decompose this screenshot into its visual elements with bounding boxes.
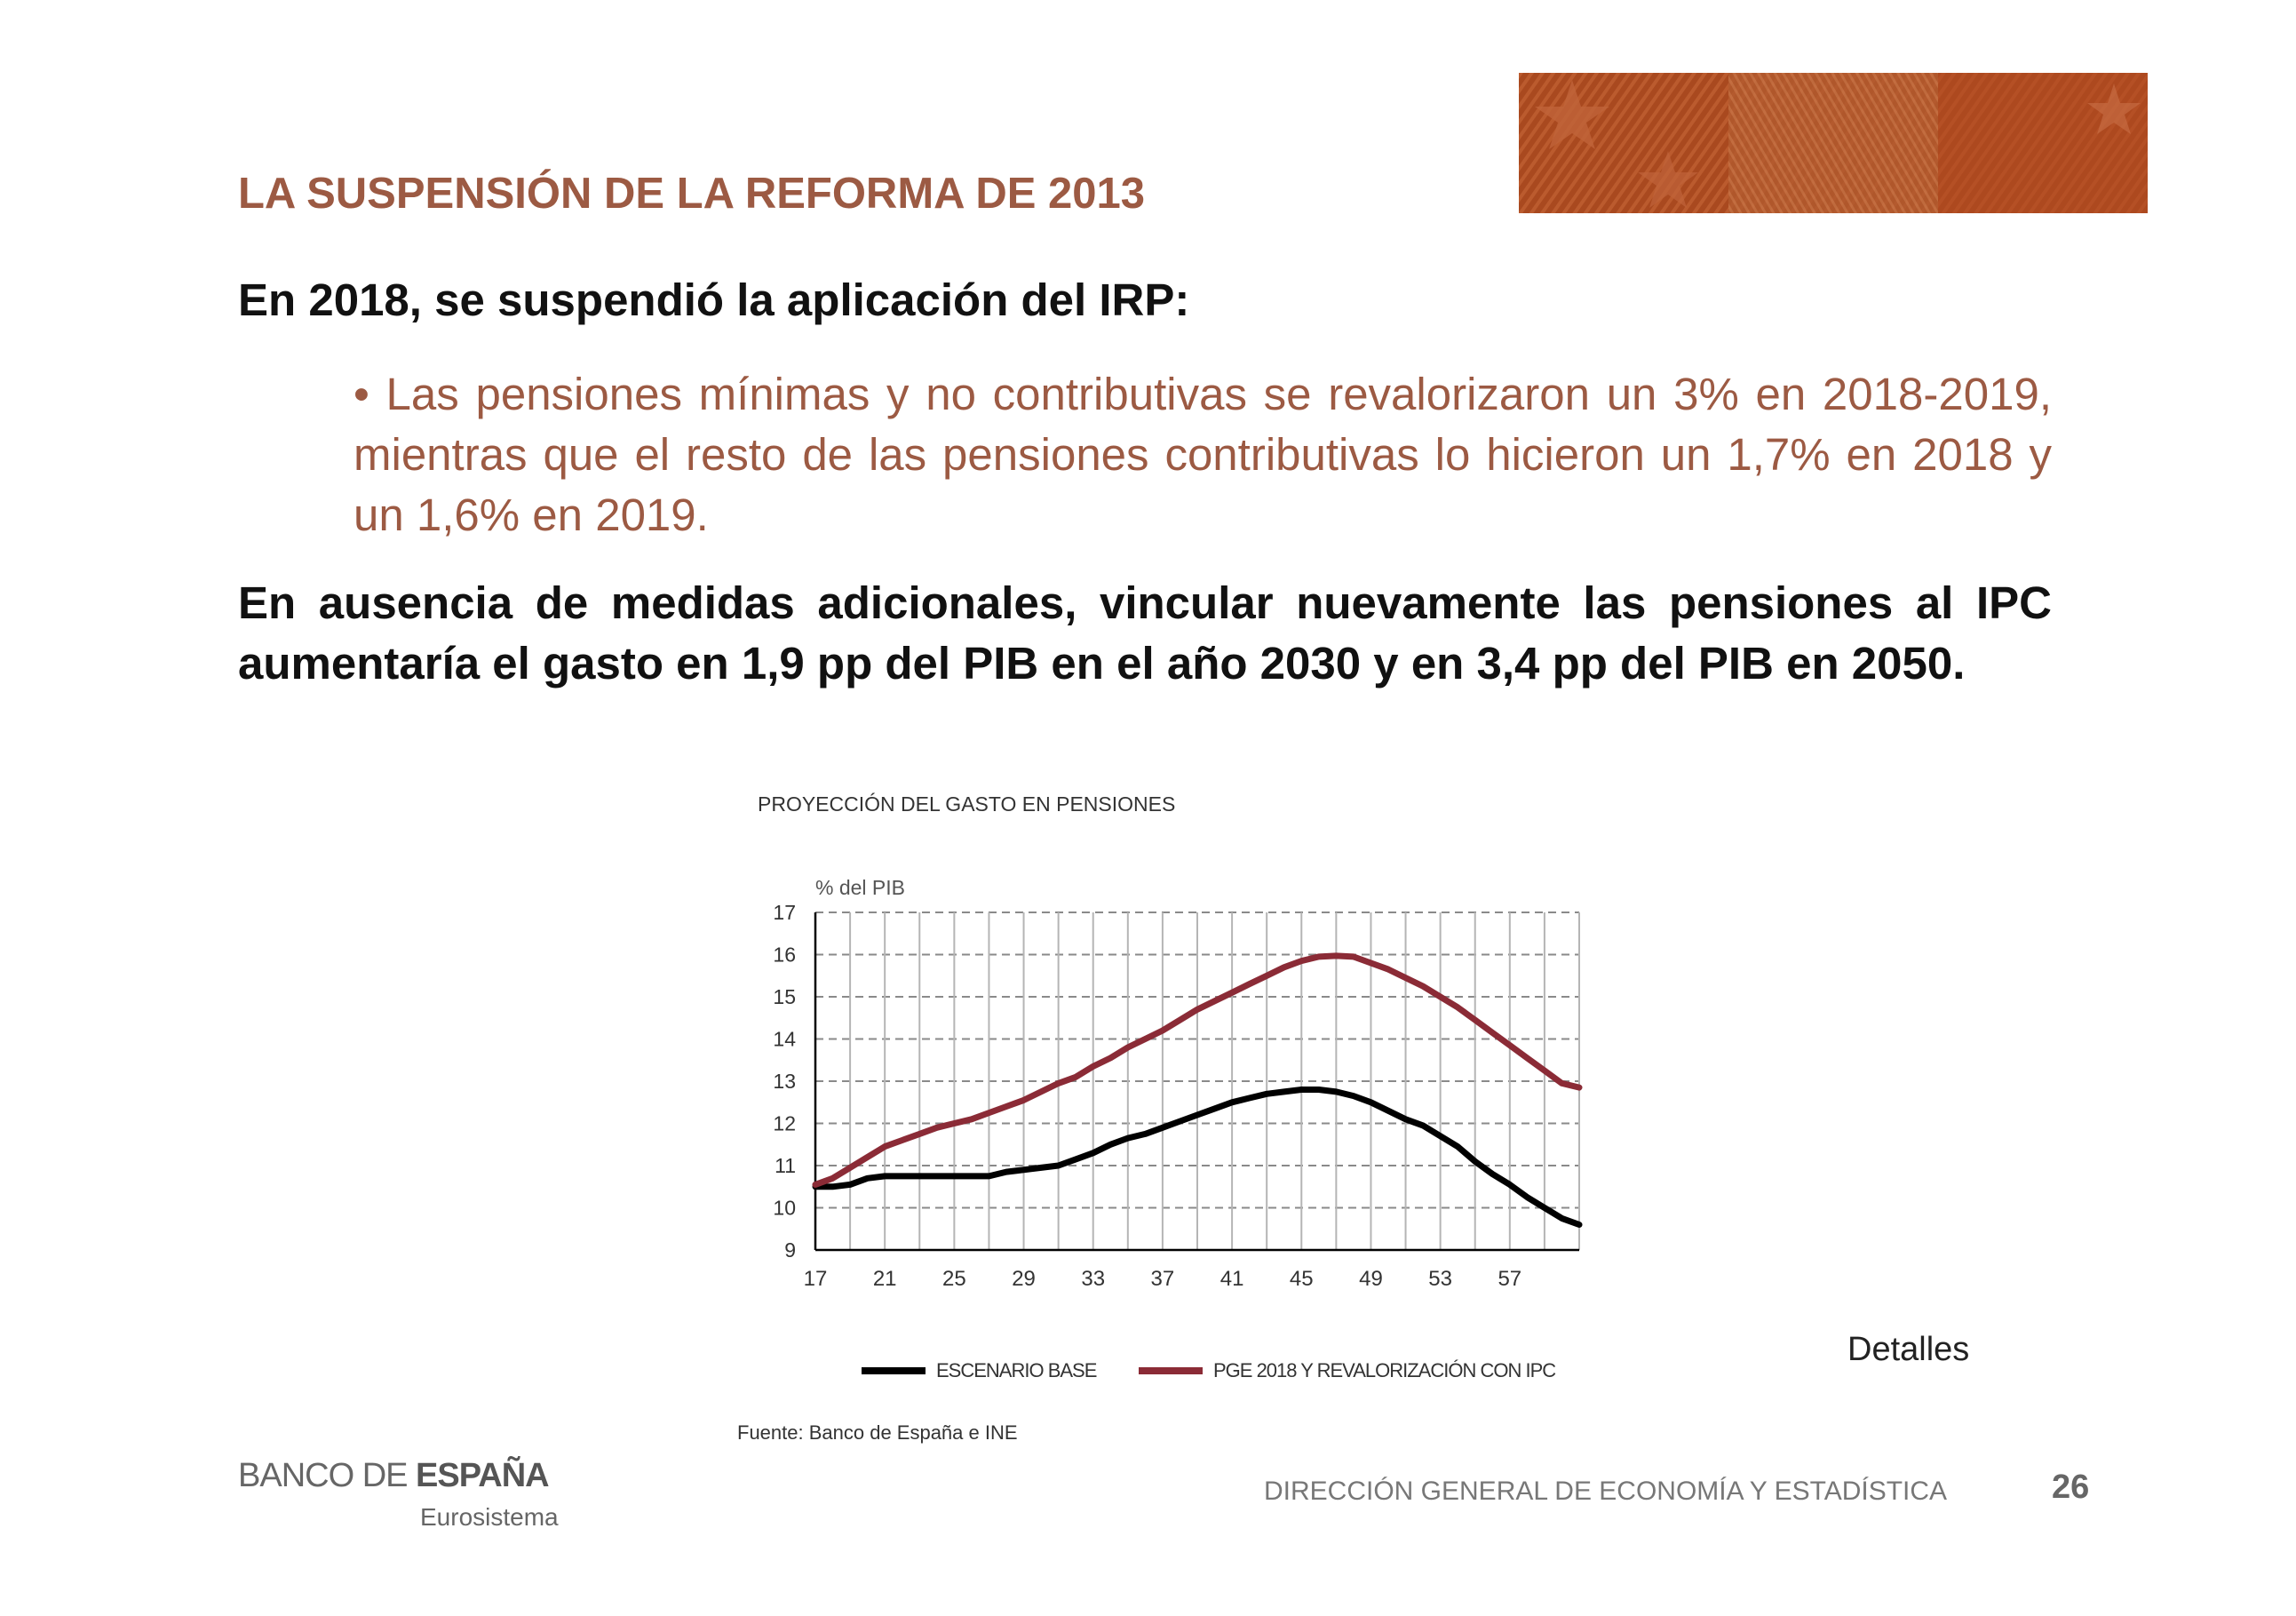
y-tick-label: 16 [773, 943, 796, 967]
details-link[interactable]: Detalles [1847, 1331, 1970, 1368]
star-icon [1535, 80, 1609, 149]
lead-statement: En 2018, se suspendió la aplicación del … [238, 275, 1190, 325]
y-tick-label: 9 [784, 1238, 796, 1262]
chart-title: PROYECCIÓN DEL GASTO EN PENSIONES [758, 792, 1176, 816]
logo-subtitle: Eurosistema [420, 1503, 559, 1531]
y-tick-label: 12 [773, 1112, 796, 1135]
conclusion-statement: En ausencia de medidas adicionales, vinc… [238, 577, 2052, 689]
logo-part-1: BANCO DE [238, 1457, 417, 1494]
logo-part-2: ESPAÑA [416, 1457, 550, 1494]
legend-swatch-ipc [1139, 1367, 1203, 1374]
bullet-point: • Las pensiones mínimas y no contributiv… [354, 369, 2052, 540]
star-icon [2087, 84, 2141, 134]
y-tick-label: 13 [773, 1070, 796, 1093]
legend-label-base: ESCENARIO BASE [936, 1359, 1097, 1381]
x-tick-label: 49 [1359, 1267, 1383, 1291]
legend-swatch-base [862, 1367, 926, 1374]
x-tick-label: 33 [1081, 1267, 1105, 1291]
source-note: Fuente: Banco de España e INE [737, 1421, 1018, 1444]
y-tick-label: 11 [775, 1154, 796, 1177]
banco-de-espana-logo: BANCO DE ESPAÑA Eurosistema [238, 1457, 559, 1531]
x-tick-label: 25 [942, 1267, 966, 1291]
legend-item-base: ESCENARIO BASE [862, 1357, 1097, 1384]
series-line-ipc [812, 952, 1583, 1188]
x-tick-label: 37 [1151, 1267, 1175, 1291]
header-banner-image [1519, 73, 2148, 213]
x-tick-label: 17 [804, 1267, 828, 1291]
x-tick-label: 53 [1428, 1267, 1452, 1291]
pension-projection-chart: % del PIB 17 16 15 14 13 12 11 10 9 17 21 25 29 33 37 4… [773, 876, 1583, 1291]
y-tick-label: 10 [773, 1197, 796, 1220]
y-tick-label: 14 [773, 1028, 796, 1051]
series-line-base [812, 1087, 1583, 1228]
star-icon [1638, 151, 1698, 208]
x-tick-label: 57 [1498, 1267, 1521, 1291]
x-tick-label: 45 [1290, 1267, 1314, 1291]
footer-department: DIRECCIÓN GENERAL DE ECONOMÍA Y ESTADÍST… [1264, 1477, 1948, 1506]
legend-item-ipc: PGE 2018 Y REVALORIZACIÓN CON IPC [1139, 1357, 1556, 1384]
y-axis-label: % del PIB [815, 876, 905, 899]
x-tick-label: 21 [873, 1267, 897, 1291]
y-tick-label: 17 [773, 901, 796, 924]
x-tick-label: 41 [1220, 1267, 1244, 1291]
logo-wordmark: BANCO DE ESPAÑA [238, 1457, 550, 1495]
x-tick-label: 29 [1012, 1267, 1036, 1291]
page-number: 26 [2052, 1469, 2090, 1506]
legend-label-ipc: PGE 2018 Y REVALORIZACIÓN CON IPC [1213, 1359, 1556, 1381]
slide-title: LA SUSPENSIÓN DE LA REFORMA DE 2013 [238, 170, 1146, 218]
y-tick-label: 15 [773, 985, 796, 1008]
